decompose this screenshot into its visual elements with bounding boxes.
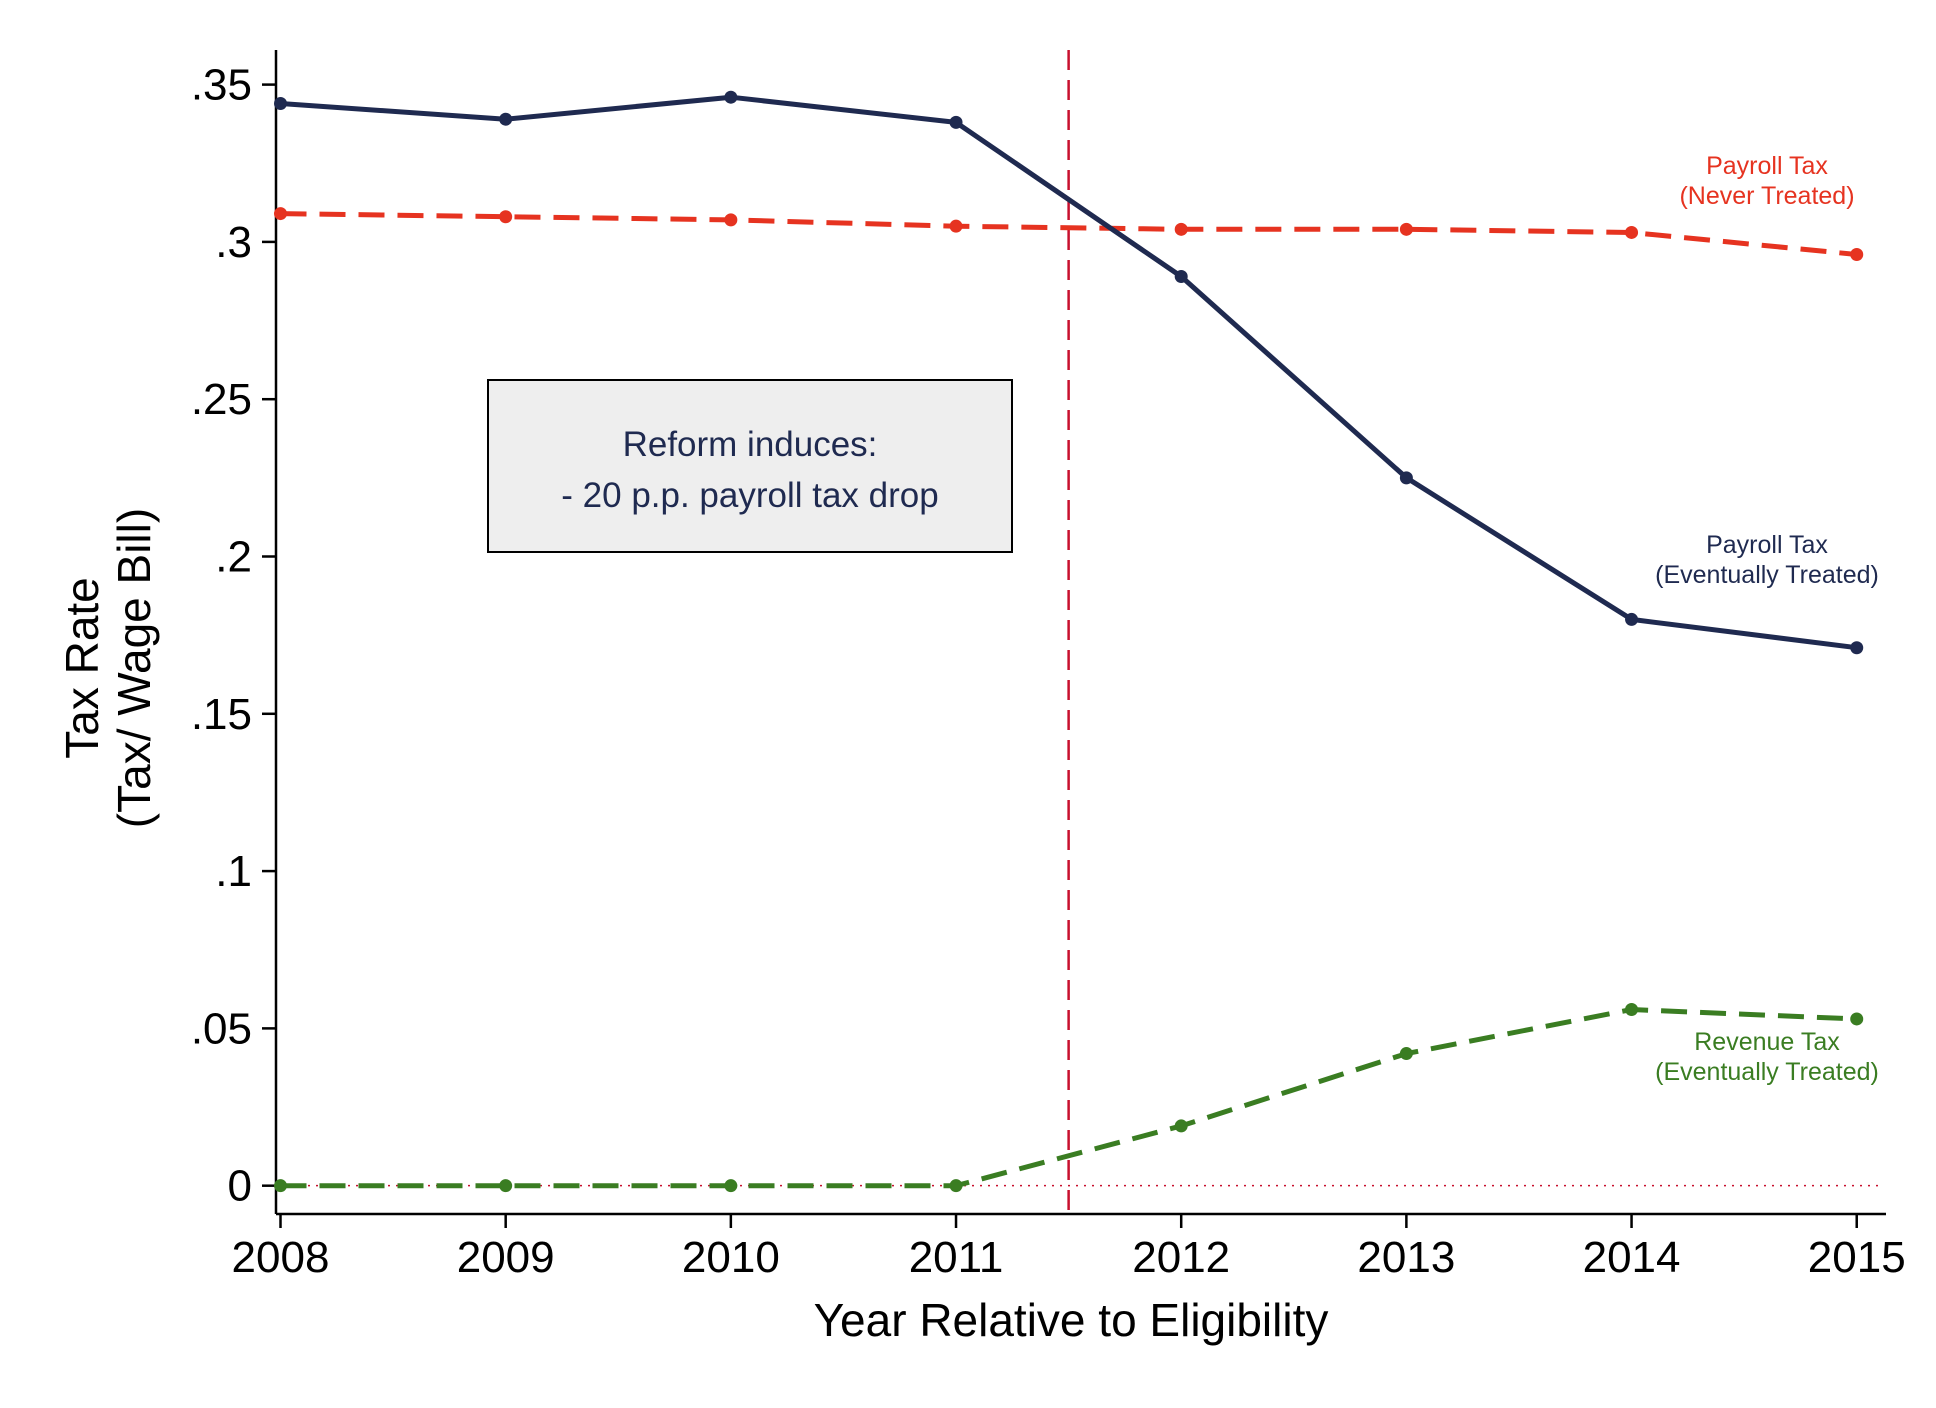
series-line-revenue_eventually [280, 1007, 1857, 1189]
series-label-line: Payroll Tax [1706, 152, 1828, 180]
y-tick-label: .25 [191, 375, 252, 424]
annotation-box: Reform induces: - 20 p.p. payroll tax dro… [487, 379, 1013, 553]
data-point-payroll_eventually [949, 115, 963, 129]
series-label-line: Revenue Tax [1694, 1028, 1840, 1056]
data-point-payroll_eventually [1174, 270, 1188, 284]
data-point-payroll_never [949, 219, 963, 233]
x-tick-label: 2013 [1357, 1233, 1455, 1282]
series-label-payroll_eventually: Payroll Tax (Eventually Treated) [1655, 531, 1879, 589]
series-label-line: (Eventually Treated) [1655, 1058, 1879, 1086]
axes: 0 .05 .1 .15 .2 .25 .3 .35 2008 2009 2010 2011 2012 2… [56, 50, 1906, 1346]
annotation-text-line: - 20 p.p. payroll tax drop [561, 476, 938, 515]
data-point-payroll_eventually [724, 90, 738, 104]
y-axis-title-line: (Tax/ Wage Bill) [108, 508, 160, 828]
series-layer [274, 90, 1864, 1193]
data-point-payroll_never [1850, 247, 1864, 261]
series-labels: Payroll Tax (Never Treated)Payroll Tax (Ev… [1655, 152, 1879, 1086]
data-point-payroll_eventually [274, 96, 288, 110]
series-label-line: (Eventually Treated) [1655, 561, 1879, 589]
x-tick-label: 2015 [1808, 1233, 1906, 1282]
data-point-payroll_eventually [1850, 641, 1864, 655]
x-tick-label: 2008 [232, 1233, 330, 1282]
y-tick-label: .15 [191, 690, 252, 739]
data-point-revenue_eventually [1625, 1003, 1639, 1017]
series-label-revenue_eventually: Revenue Tax (Eventually Treated) [1655, 1028, 1879, 1086]
series-line-payroll_eventually [280, 94, 1858, 651]
y-tick-label: .35 [191, 61, 252, 110]
data-point-revenue_eventually [499, 1179, 513, 1193]
data-point-payroll_never [724, 213, 738, 227]
data-point-revenue_eventually [949, 1179, 963, 1193]
reference-lines [276, 50, 1882, 1214]
annotation-box-frame [487, 379, 1013, 553]
y-tick-label: .1 [215, 847, 252, 896]
data-point-revenue_eventually [1850, 1012, 1864, 1026]
annotation-text-line: Reform induces: [623, 425, 878, 464]
data-point-revenue_eventually [274, 1179, 288, 1193]
y-axis-title-line: Tax Rate [56, 577, 108, 759]
data-point-payroll_never [1625, 225, 1639, 239]
y-tick-label: .05 [191, 1004, 252, 1053]
x-axis-title: Year Relative to Eligibility [814, 1294, 1329, 1346]
data-point-payroll_never [499, 210, 513, 224]
y-tick-label: 0 [228, 1162, 252, 1211]
series-line-payroll_never [280, 211, 1857, 257]
data-point-payroll_eventually [1625, 612, 1639, 626]
x-tick-label: 2014 [1583, 1233, 1681, 1282]
data-point-payroll_never [1174, 222, 1188, 236]
data-point-payroll_eventually [499, 112, 513, 126]
data-point-payroll_never [274, 207, 288, 221]
y-tick-label: .3 [215, 218, 252, 267]
data-point-payroll_eventually [1399, 471, 1413, 485]
y-tick-label: .2 [215, 532, 252, 581]
data-point-revenue_eventually [1399, 1047, 1413, 1061]
series-label-line: Payroll Tax [1706, 531, 1828, 559]
data-point-payroll_never [1399, 222, 1413, 236]
series-label-line: (Never Treated) [1679, 182, 1854, 210]
x-tick-label: 2010 [682, 1233, 780, 1282]
x-tick-label: 2012 [1132, 1233, 1230, 1282]
x-tick-label: 2011 [909, 1233, 1004, 1282]
series-label-payroll_never: Payroll Tax (Never Treated) [1679, 152, 1854, 210]
y-axis-title: Tax Rate(Tax/ Wage Bill) [56, 508, 160, 828]
x-tick-label: 2009 [457, 1233, 555, 1282]
data-point-revenue_eventually [724, 1179, 738, 1193]
data-point-revenue_eventually [1174, 1119, 1188, 1133]
